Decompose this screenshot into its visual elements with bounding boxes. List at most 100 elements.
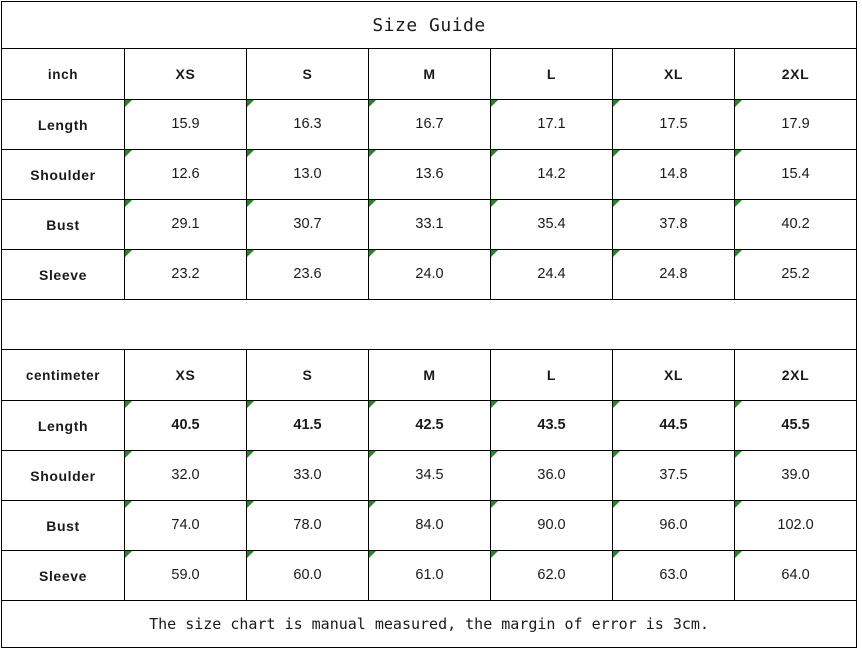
comment-flag-icon xyxy=(369,501,376,508)
measure-value-bust-xl: 96.0 xyxy=(612,500,735,551)
comment-flag-icon xyxy=(613,100,620,107)
cell-value: 33.0 xyxy=(293,467,322,484)
measure-value-sleeve-xl: 63.0 xyxy=(612,550,735,601)
comment-flag-icon xyxy=(491,100,498,107)
comment-flag-icon xyxy=(613,501,620,508)
measure-value-length-xs: 40.5 xyxy=(124,400,247,451)
cell-value: 78.0 xyxy=(293,517,322,534)
measure-value-bust-xl: 37.8 xyxy=(612,199,735,250)
comment-flag-icon xyxy=(613,401,620,408)
measure-value-length-s: 16.3 xyxy=(246,99,369,150)
measure-value-length-m: 16.7 xyxy=(368,99,491,150)
measure-value-shoulder-m: 34.5 xyxy=(368,450,491,501)
comment-flag-icon xyxy=(125,451,132,458)
comment-flag-icon xyxy=(491,250,498,257)
table-row: Bust 29.1 30.7 33.1 35.4 37.8 40.2 xyxy=(1,199,858,250)
measure-value-sleeve-xs: 59.0 xyxy=(124,550,247,601)
cell-value: 33.1 xyxy=(415,216,444,233)
size-header-L: L xyxy=(490,349,613,401)
cell-value: 45.5 xyxy=(781,417,810,434)
measure-value-shoulder-2xl: 15.4 xyxy=(733,149,858,200)
table-row: Length 40.5 41.5 42.5 43.5 44.5 45.5 xyxy=(1,400,858,451)
size-header-XS: XS xyxy=(124,48,247,100)
measure-label-sleeve: Sleeve xyxy=(1,249,125,300)
comment-flag-icon xyxy=(369,451,376,458)
cell-value: 14.8 xyxy=(659,166,688,183)
header-row-centimeter: centimeter XS S M L XL 2XL xyxy=(1,349,858,401)
cell-value: 74.0 xyxy=(171,517,200,534)
cell-value: 61.0 xyxy=(415,567,444,584)
measure-value-length-l: 43.5 xyxy=(490,400,613,451)
comment-flag-icon xyxy=(369,150,376,157)
size-header-XL: XL xyxy=(612,48,735,100)
comment-flag-icon xyxy=(613,551,620,558)
measure-value-shoulder-l: 36.0 xyxy=(490,450,613,501)
comment-flag-icon xyxy=(491,551,498,558)
comment-flag-icon xyxy=(125,250,132,257)
measure-value-length-m: 42.5 xyxy=(368,400,491,451)
cell-value: 24.4 xyxy=(537,266,566,283)
measure-value-length-2xl: 45.5 xyxy=(733,400,858,451)
measure-value-sleeve-s: 60.0 xyxy=(246,550,369,601)
comment-flag-icon xyxy=(735,100,742,107)
cell-value: 37.8 xyxy=(659,216,688,233)
comment-flag-icon xyxy=(247,551,254,558)
measure-value-shoulder-m: 13.6 xyxy=(368,149,491,200)
cell-value: 16.7 xyxy=(415,116,444,133)
measure-value-length-xl: 17.5 xyxy=(612,99,735,150)
spacer-cell xyxy=(0,299,858,350)
cell-value: 102.0 xyxy=(777,517,814,534)
cell-value: 59.0 xyxy=(171,567,200,584)
comment-flag-icon xyxy=(491,451,498,458)
footer-note: The size chart is manual measured, the m… xyxy=(0,600,858,648)
measure-value-length-s: 41.5 xyxy=(246,400,369,451)
comment-flag-icon xyxy=(369,250,376,257)
table-row: Sleeve 23.2 23.6 24.0 24.4 24.8 25.2 xyxy=(1,249,858,300)
comment-flag-icon xyxy=(369,401,376,408)
comment-flag-icon xyxy=(369,200,376,207)
cell-value: 43.5 xyxy=(537,417,566,434)
measure-value-sleeve-xs: 23.2 xyxy=(124,249,247,300)
cell-value: 13.0 xyxy=(293,166,322,183)
cell-value: 41.5 xyxy=(293,417,322,434)
comment-flag-icon xyxy=(613,250,620,257)
cell-value: 24.8 xyxy=(659,266,688,283)
measure-value-sleeve-2xl: 25.2 xyxy=(733,249,858,300)
cell-value: 29.1 xyxy=(171,216,200,233)
comment-flag-icon xyxy=(125,150,132,157)
comment-flag-icon xyxy=(491,501,498,508)
measure-label-bust: Bust xyxy=(1,199,125,250)
cell-value: 13.6 xyxy=(415,166,444,183)
cell-value: 23.2 xyxy=(171,266,200,283)
measure-value-sleeve-l: 24.4 xyxy=(490,249,613,300)
cell-value: 25.2 xyxy=(781,266,810,283)
comment-flag-icon xyxy=(125,200,132,207)
comment-flag-icon xyxy=(613,451,620,458)
comment-flag-icon xyxy=(735,501,742,508)
comment-flag-icon xyxy=(247,200,254,207)
cell-value: 36.0 xyxy=(537,467,566,484)
measure-value-shoulder-xs: 32.0 xyxy=(124,450,247,501)
cell-value: 17.9 xyxy=(781,116,810,133)
cell-value: 15.4 xyxy=(781,166,810,183)
measure-value-shoulder-2xl: 39.0 xyxy=(733,450,858,501)
size-header-M: M xyxy=(368,48,491,100)
measure-value-length-l: 17.1 xyxy=(490,99,613,150)
cell-value: 16.3 xyxy=(293,116,322,133)
measure-label-length: Length xyxy=(1,400,125,451)
comment-flag-icon xyxy=(491,401,498,408)
measure-value-bust-l: 35.4 xyxy=(490,199,613,250)
measure-value-bust-2xl: 102.0 xyxy=(733,500,858,551)
measure-value-bust-l: 90.0 xyxy=(490,500,613,551)
cell-value: 84.0 xyxy=(415,517,444,534)
comment-flag-icon xyxy=(247,100,254,107)
cell-value: 14.2 xyxy=(537,166,566,183)
comment-flag-icon xyxy=(247,401,254,408)
measure-value-shoulder-l: 14.2 xyxy=(490,149,613,200)
page-title: Size Guide xyxy=(0,1,858,49)
cell-value: 63.0 xyxy=(659,567,688,584)
measure-value-length-xl: 44.5 xyxy=(612,400,735,451)
comment-flag-icon xyxy=(125,401,132,408)
table-row: Length 15.9 16.3 16.7 17.1 17.5 17.9 xyxy=(1,99,858,150)
